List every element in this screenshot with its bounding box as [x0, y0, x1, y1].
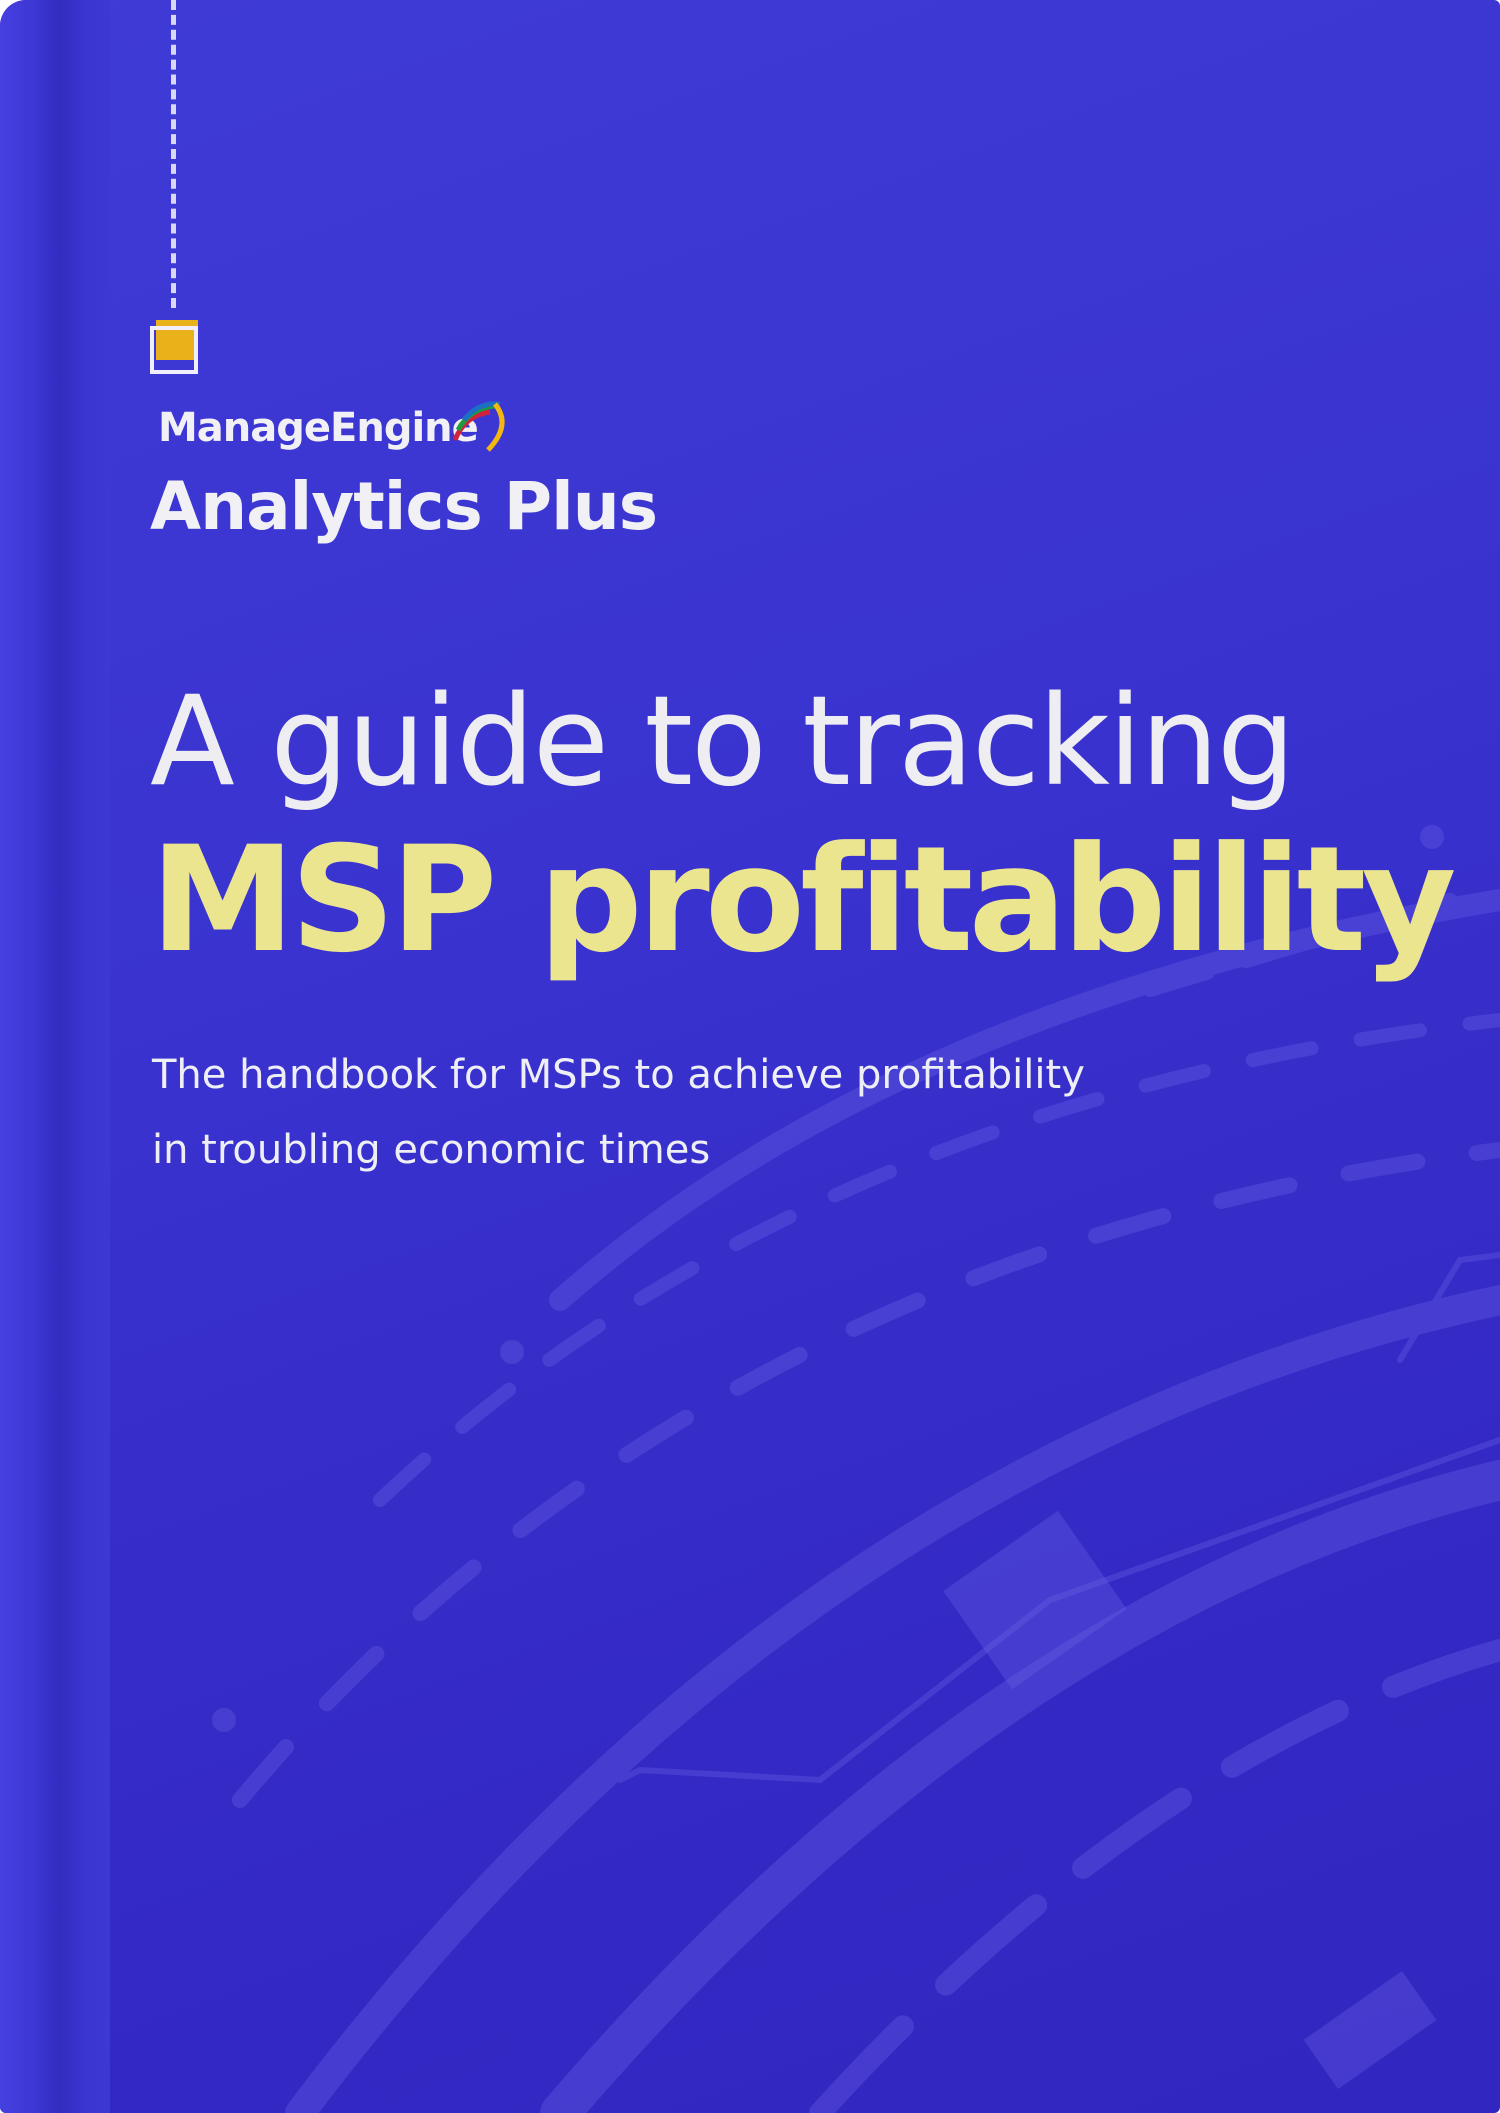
book-spine [0, 0, 110, 2113]
company-name: ManageEngine [158, 405, 479, 451]
product-name: Analytics Plus [150, 468, 658, 545]
subtitle-line-1: The handbook for MSPs to achieve profita… [152, 1052, 1085, 1098]
square-outline-icon [150, 326, 198, 374]
manageengine-logo-icon [452, 401, 505, 452]
dashed-line [171, 0, 176, 308]
subtitle-line-2: in troubling economic times [152, 1127, 711, 1173]
title-line-1: A guide to tracking [150, 670, 1296, 814]
title-line-2: MSP profitability [150, 815, 1457, 985]
